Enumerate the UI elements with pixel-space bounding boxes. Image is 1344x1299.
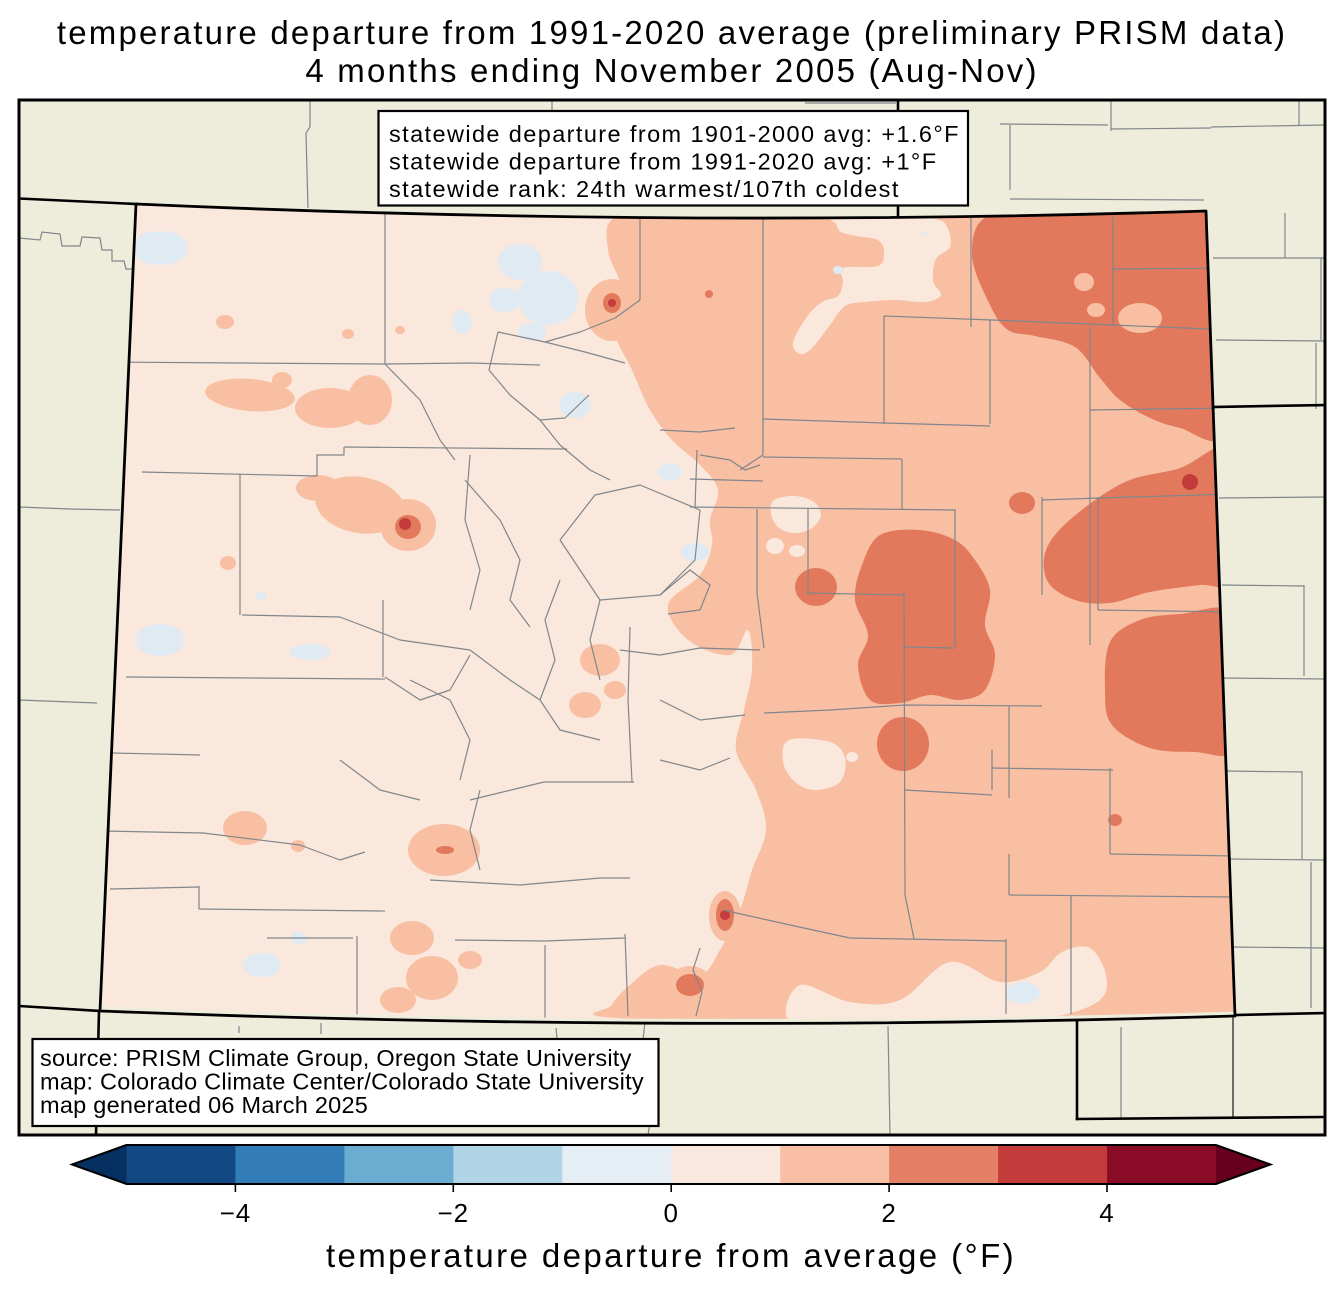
- svg-text:statewide departure from 1901-: statewide departure from 1901-2000 avg: …: [389, 121, 960, 147]
- svg-text:map generated 06 March 2025: map generated 06 March 2025: [40, 1092, 368, 1118]
- svg-text:−2: −2: [437, 1198, 469, 1228]
- svg-text:4 months ending November 2005: 4 months ending November 2005 (Aug-Nov): [305, 52, 1038, 89]
- svg-text:statewide departure from 1991-: statewide departure from 1991-2020 avg: …: [389, 149, 937, 175]
- svg-text:4: 4: [1099, 1198, 1114, 1228]
- svg-text:temperature departure from 199: temperature departure from 1991-2020 ave…: [57, 14, 1287, 51]
- svg-text:−4: −4: [220, 1198, 252, 1228]
- svg-text:temperature departure from ave: temperature departure from average (°F): [326, 1237, 1016, 1274]
- svg-text:2: 2: [881, 1198, 896, 1228]
- svg-text:map: Colorado Climate Center/C: map: Colorado Climate Center/Colorado St…: [40, 1069, 644, 1095]
- svg-text:0: 0: [663, 1198, 678, 1228]
- svg-text:statewide rank: 24th warmest/1: statewide rank: 24th warmest/107th colde…: [389, 176, 900, 202]
- svg-text:source: PRISM Climate Group, O: source: PRISM Climate Group, Oregon Stat…: [40, 1045, 632, 1071]
